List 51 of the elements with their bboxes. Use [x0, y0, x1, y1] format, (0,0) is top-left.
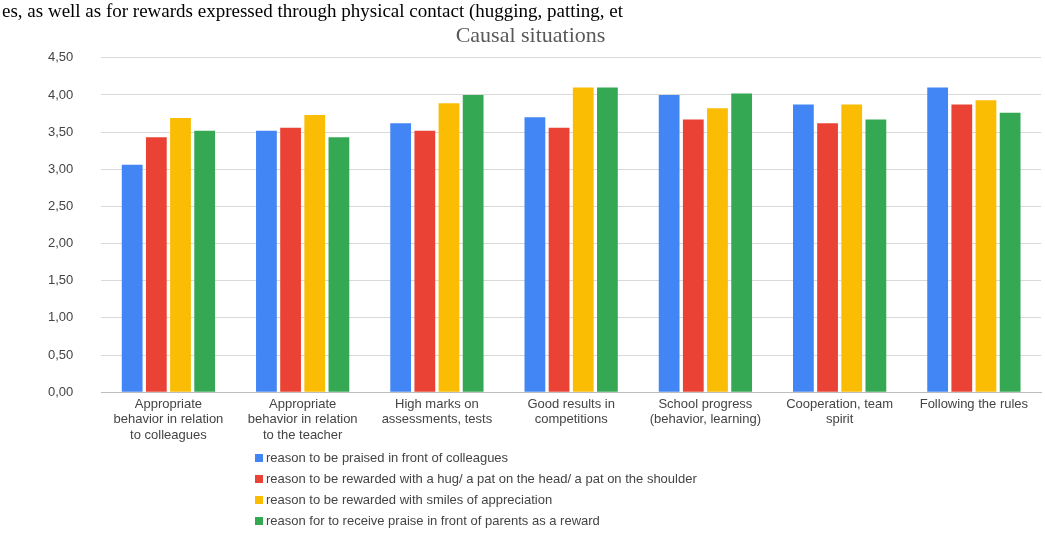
bar	[793, 104, 814, 392]
bar	[524, 117, 546, 392]
legend-label: reason to be rewarded with smiles of appreciation	[266, 492, 553, 507]
bar	[841, 104, 863, 392]
bar	[731, 93, 753, 392]
bar	[927, 87, 949, 392]
bar	[145, 137, 167, 392]
x-tick-label: Appropriate behavior in relation to the teacher	[247, 395, 358, 442]
bar	[390, 123, 412, 392]
bar	[256, 130, 277, 392]
y-tick-label: 2,00	[47, 235, 74, 251]
bar	[548, 127, 570, 392]
legend-label: reason to be praised in front of colleagues	[266, 450, 509, 465]
y-tick-label: 3,50	[47, 123, 74, 139]
bar	[438, 103, 460, 392]
bar	[707, 108, 728, 392]
bar	[817, 123, 838, 392]
x-tick-label: Cooperation, team spirit	[786, 395, 894, 427]
y-tick-label: 0,00	[47, 383, 74, 399]
bar	[572, 87, 594, 392]
bar	[462, 94, 484, 392]
bar	[658, 94, 680, 392]
x-tick-label: School progress (behavior, learning)	[649, 395, 762, 427]
chart-title: Causal situations	[455, 22, 606, 48]
bar	[682, 119, 704, 392]
y-tick-label: 0,50	[47, 346, 74, 362]
bar	[999, 112, 1021, 392]
bar	[170, 117, 191, 392]
bar	[597, 87, 618, 392]
y-tick-label: 3,00	[47, 160, 74, 176]
y-tick-label: 1,50	[47, 272, 74, 288]
text: es, as well as for rewards expressed through physical contact (hugging, patting, et	[2, 0, 624, 21]
y-tick-label: 4,00	[47, 86, 74, 102]
legend-label: reason to be rewarded with a hug/ a pat on the head/ a pat on the shoulder	[266, 471, 697, 486]
y-tick-label: 2,50	[47, 198, 74, 213]
bar	[975, 100, 997, 392]
legend-label: reason for to receive praise in front of parents as a reward	[266, 513, 600, 528]
bar	[194, 130, 216, 392]
y-tick-label: 4,50	[47, 49, 74, 65]
y-tick-label: 1,00	[47, 309, 74, 325]
bar	[304, 115, 326, 392]
x-tick-label: Appropriate behavior in relation to colleagues	[113, 395, 224, 442]
x-tick-label: Good results in competitions	[527, 395, 615, 427]
bar	[280, 127, 301, 392]
bar	[121, 164, 143, 392]
bar	[328, 137, 350, 392]
bar	[951, 104, 973, 392]
x-tick-label: Following the rules	[919, 395, 1029, 411]
bar	[865, 119, 887, 392]
x-tick-label: High marks on assessments, tests	[381, 395, 493, 427]
bar	[414, 130, 436, 392]
